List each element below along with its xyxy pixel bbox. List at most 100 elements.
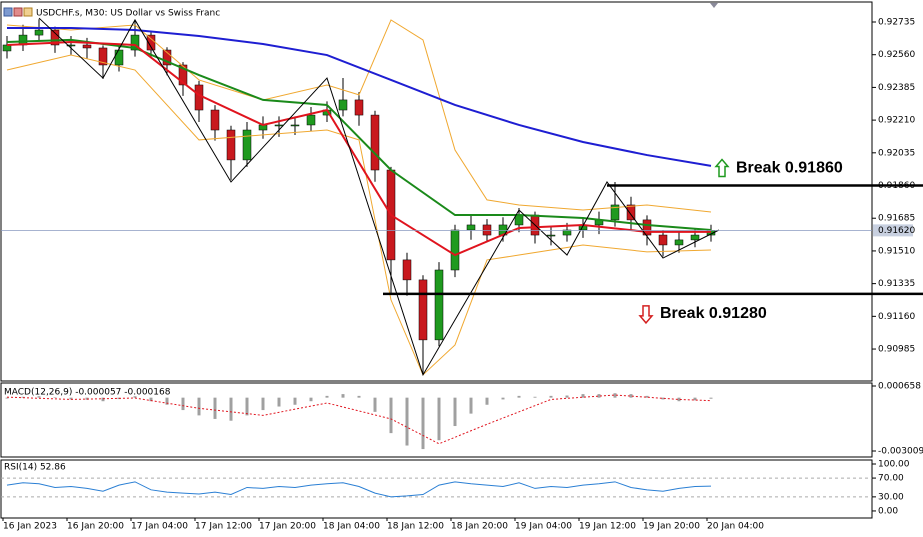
macd-bar	[309, 397, 313, 402]
x-tick-label: 17 Jan 20:00	[259, 522, 316, 532]
candle-body	[226, 129, 236, 161]
macd-bar	[645, 395, 649, 398]
x-tick-label: 20 Jan 04:00	[707, 522, 764, 532]
candle-body	[290, 124, 300, 127]
candle-body	[162, 49, 172, 66]
macd-bar	[69, 397, 73, 400]
x-tick-label: 18 Jan 04:00	[323, 522, 380, 532]
macd-bar	[245, 397, 249, 416]
rsi-label: RSI(14) 52.86	[4, 463, 66, 473]
candle-body	[98, 47, 108, 66]
macd-bar	[293, 397, 297, 405]
candle-body	[402, 259, 412, 281]
macd-label: MACD(12,26,9) -0.000057 -0.000168	[4, 388, 171, 398]
overlay-ma	[6, 40, 711, 257]
macd-bar	[421, 397, 425, 450]
candle-body	[34, 29, 44, 36]
icon	[13, 7, 23, 17]
panel-frame	[0, 459, 873, 519]
candle-body	[674, 239, 684, 246]
x-tick-label: 17 Jan 12:00	[195, 522, 252, 532]
candle-body	[178, 64, 188, 86]
macd-bar	[197, 397, 201, 416]
macd-bar	[709, 397, 713, 399]
x-tick-label: 18 Jan 12:00	[387, 522, 444, 532]
break-label: Break 0.91280	[660, 305, 767, 322]
panel-frame	[0, 382, 873, 458]
y-tick-label: 0.92035	[878, 148, 915, 158]
macd-bar	[53, 397, 57, 398]
overlay-signal	[6, 394, 712, 445]
candle-body	[626, 204, 636, 221]
candle-body	[370, 114, 380, 171]
macd-bar	[581, 394, 585, 398]
macd-bar	[341, 394, 345, 398]
macd-bar	[533, 396, 537, 398]
macd-bar	[181, 397, 185, 411]
macd-bar	[101, 397, 105, 402]
y-tick-label: -0.003009	[878, 447, 923, 457]
candle-body	[450, 229, 460, 271]
y-tick-label: 70.00	[878, 474, 904, 484]
candle-body	[194, 84, 204, 111]
x-tick-label: 18 Jan 20:00	[451, 522, 508, 532]
candle-body	[418, 279, 428, 341]
icon	[3, 7, 13, 17]
macd-bar	[229, 397, 233, 421]
macd-bar	[405, 397, 409, 446]
candle-body	[354, 99, 364, 116]
candle-body	[338, 99, 348, 111]
overlay-zigzag	[38, 17, 720, 377]
candle-body	[562, 229, 572, 236]
x-tick-label: 19 Jan 12:00	[579, 522, 636, 532]
x-tick-label: 17 Jan 04:00	[131, 522, 188, 532]
macd-bar	[133, 396, 137, 398]
macd-bar	[597, 394, 601, 398]
y-tick-label: 100.00	[878, 459, 910, 469]
macd-bar	[261, 397, 265, 411]
break-arrow	[638, 305, 654, 325]
chart-title: USDCHF.s, M30: US Dollar vs Swiss Franc	[36, 9, 220, 19]
macd-bar	[677, 397, 681, 402]
candle-body	[306, 114, 316, 126]
y-tick-label: 0.000658	[878, 381, 921, 391]
scroll-marker	[710, 3, 718, 8]
candle-body	[546, 234, 556, 237]
macd-bar	[661, 397, 665, 400]
last-price-label: 0.91620	[878, 226, 915, 236]
candle-body	[434, 269, 444, 341]
x-tick-label: 19 Jan 20:00	[643, 522, 700, 532]
macd-bar	[21, 396, 25, 398]
macd-bar	[213, 397, 217, 419]
macd-bar	[373, 397, 377, 412]
y-tick-label: 0.91160	[878, 312, 915, 322]
macd-bar	[389, 397, 393, 434]
candle-body	[658, 234, 668, 246]
candle-body	[2, 44, 12, 52]
macd-bar	[629, 394, 633, 398]
macd-bar	[565, 395, 569, 398]
panel-frame	[0, 1, 873, 382]
candle-body	[274, 124, 284, 127]
macd-bar	[549, 395, 553, 398]
y-tick-label: 0.00	[878, 506, 898, 516]
candle-body	[82, 44, 92, 49]
macd-bar	[469, 397, 473, 414]
macd-bar	[517, 395, 521, 398]
candle-body	[210, 109, 220, 131]
candle-body	[514, 214, 524, 226]
candle-body	[114, 49, 124, 66]
macd-bar	[149, 397, 153, 402]
macd-bar	[277, 397, 281, 407]
x-tick-label: 16 Jan 2023	[3, 522, 57, 532]
x-tick-label: 16 Jan 20:00	[67, 522, 124, 532]
y-tick-label: 0.92210	[878, 116, 915, 126]
candle-body	[642, 219, 652, 236]
y-tick-label: 30.00	[878, 492, 904, 502]
macd-bar	[5, 397, 9, 399]
rsi-line	[6, 481, 712, 498]
candle-body	[466, 224, 476, 231]
macd-bar	[485, 397, 489, 405]
